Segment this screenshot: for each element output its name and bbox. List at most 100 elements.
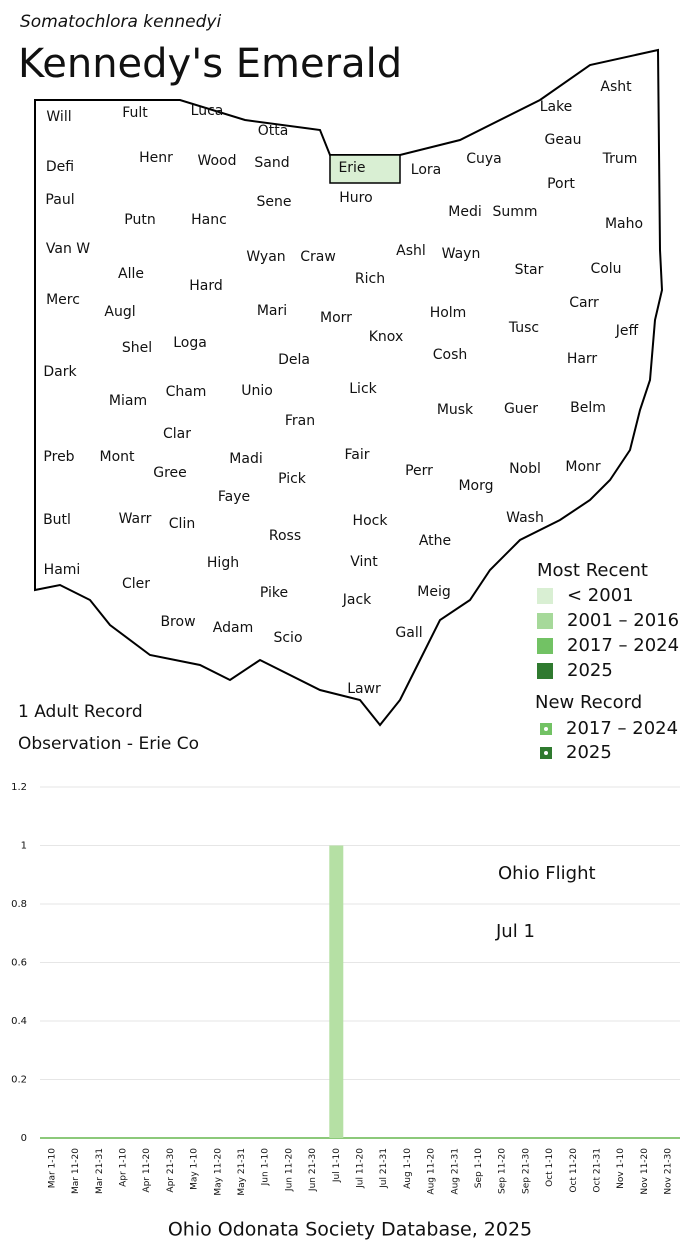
county-label: Nobl xyxy=(509,461,541,477)
county-label: Hock xyxy=(353,513,389,529)
county-label: Wood xyxy=(197,153,236,169)
county-label: Fran xyxy=(285,413,315,429)
ohio-outline xyxy=(34,48,664,727)
county-label: Miam xyxy=(109,393,147,409)
x-tick-label: Nov 11-20 xyxy=(640,1148,650,1195)
x-tick-label: Sep 1-10 xyxy=(474,1148,484,1189)
county-label: Dark xyxy=(43,364,77,380)
x-tick-label: Jun 11-20 xyxy=(284,1148,294,1192)
legend-swatch xyxy=(537,638,553,654)
county-label: Morr xyxy=(320,310,352,326)
y-tick-label: 1.2 xyxy=(11,782,27,793)
title: Kennedy's Emerald xyxy=(18,41,402,87)
county-label: Gree xyxy=(153,465,187,481)
county-label: High xyxy=(207,555,239,571)
legend-dot xyxy=(544,727,548,731)
county-label: Brow xyxy=(160,614,195,630)
county-label: Colu xyxy=(590,261,621,277)
county-label: Luca xyxy=(191,103,224,119)
x-tick-label: Oct 1-10 xyxy=(545,1148,555,1187)
county-label: Gall xyxy=(395,625,422,641)
county-label: Loga xyxy=(173,335,207,351)
county-label: Jeff xyxy=(615,323,639,339)
y-tick-label: 0.6 xyxy=(11,958,27,969)
county-label: Shel xyxy=(122,340,152,356)
y-tick-label: 0.8 xyxy=(11,899,27,910)
x-tick-label: Jun 21-30 xyxy=(308,1148,318,1192)
county-label: Belm xyxy=(570,400,606,416)
note: Observation - Erie Co xyxy=(18,734,199,754)
county-label: Summ xyxy=(492,204,537,220)
legend-title: New Record xyxy=(535,692,642,713)
county-label: Dela xyxy=(278,352,310,368)
county-label: Adam xyxy=(213,620,253,636)
x-tick-label: Mar 1-10 xyxy=(47,1148,57,1189)
county-label: Trum xyxy=(602,151,638,167)
county-label: Defi xyxy=(46,159,74,175)
county-label: Clin xyxy=(169,516,195,532)
county-label: Will xyxy=(46,109,71,125)
county-label: Erie xyxy=(338,160,365,176)
x-tick-label: Aug 11-20 xyxy=(427,1148,437,1195)
county-label: Merc xyxy=(46,292,80,308)
x-tick-label: Apr 11-20 xyxy=(142,1148,152,1193)
county-label: Ashl xyxy=(396,243,426,259)
county-label: Mari xyxy=(257,303,287,319)
county-label: Geau xyxy=(545,132,582,148)
county-label: Rich xyxy=(355,271,385,287)
county-label: Carr xyxy=(569,295,599,311)
county-label: Asht xyxy=(600,79,632,95)
county-label: Hanc xyxy=(191,212,227,228)
county-label: Vint xyxy=(350,554,378,570)
county-label: Cham xyxy=(166,384,207,400)
county-label: Augl xyxy=(104,304,135,320)
x-tick-label: Sep 21-30 xyxy=(521,1148,531,1194)
county-label: Holm xyxy=(430,305,467,321)
county-label: Craw xyxy=(300,249,336,265)
x-tick-label: Apr 1-10 xyxy=(118,1148,128,1187)
x-tick-label: Nov 1-10 xyxy=(616,1148,626,1189)
county-label: Perr xyxy=(405,463,433,479)
county-label: Lick xyxy=(349,381,377,397)
county-label: Huro xyxy=(339,190,372,206)
county-label: Medi xyxy=(448,204,481,220)
x-tick-label: Jul 1-10 xyxy=(332,1148,342,1183)
county-label: Putn xyxy=(124,212,155,228)
county-label: Pike xyxy=(260,585,288,601)
county-label: Fair xyxy=(345,447,370,463)
x-tick-label: Oct 21-31 xyxy=(593,1148,603,1193)
species: Somatochlora kennedyi xyxy=(20,12,221,32)
county-highlight xyxy=(329,154,401,184)
county-label: Lora xyxy=(411,162,441,178)
y-tick-label: 0.4 xyxy=(11,1016,27,1027)
x-tick-label: Mar 11-20 xyxy=(71,1148,81,1194)
annotation: Ohio Flight xyxy=(498,863,596,884)
county-label: Wash xyxy=(506,510,544,526)
county-label: Butl xyxy=(43,512,71,528)
bar xyxy=(329,845,344,1138)
county-label: Cosh xyxy=(433,347,468,363)
x-tick-label: Mar 21-31 xyxy=(95,1148,105,1194)
x-tick-label: Jun 1-10 xyxy=(261,1148,271,1187)
county-label: Madi xyxy=(229,451,262,467)
y-tick-label: 0 xyxy=(21,1133,27,1144)
x-tick-label: Nov 21-30 xyxy=(664,1148,674,1195)
legend-swatch xyxy=(537,588,553,604)
county-label: Wayn xyxy=(442,246,481,262)
x-tick-label: Aug 1-10 xyxy=(403,1148,413,1189)
footer: Ohio Odonata Society Database, 2025 xyxy=(168,1219,532,1241)
x-tick-label: Jul 21-31 xyxy=(379,1148,389,1189)
county-label: Sand xyxy=(254,155,289,171)
county-label: Warr xyxy=(119,511,152,527)
x-tick-label: May 11-20 xyxy=(213,1148,223,1196)
legend-swatch xyxy=(537,613,553,629)
county-label: Lake xyxy=(540,99,573,115)
county-label: Tusc xyxy=(508,320,539,336)
county-label: Morg xyxy=(458,478,493,494)
x-tick-label: Apr 21-30 xyxy=(166,1148,176,1193)
x-tick-label: Aug 21-31 xyxy=(450,1148,460,1195)
x-tick-label: May 21-31 xyxy=(237,1148,247,1196)
county-label: Port xyxy=(547,176,575,192)
county-label: Otta xyxy=(258,123,289,139)
